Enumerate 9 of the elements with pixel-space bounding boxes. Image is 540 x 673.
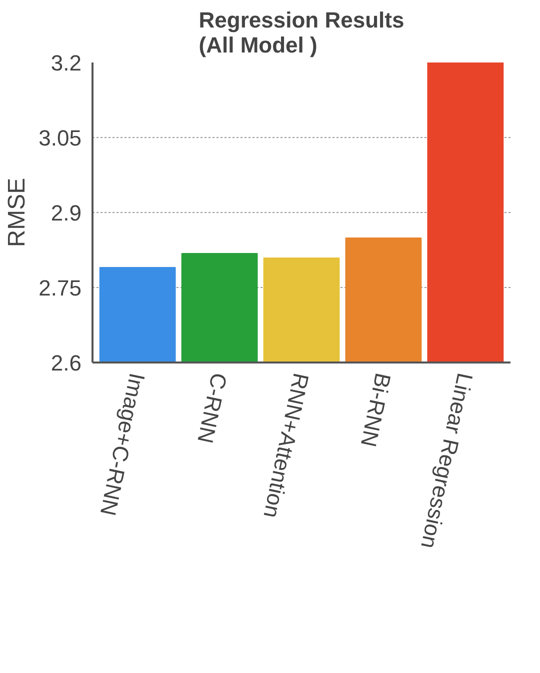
y-axis-title: RMSE [4,178,31,248]
x-tick-label: C-RNN [192,370,232,446]
y-tick-label: 3.05 [38,126,82,150]
x-tick-label: Bi-RNN [356,370,396,450]
y-tick-label: 2.75 [38,276,82,300]
y-tick-label: 2.6 [50,350,82,376]
chart-title: Regression Results (All Model ) [198,8,404,58]
y-tick-label: 2.9 [50,200,82,226]
y-tick-label: 3.2 [50,50,82,76]
